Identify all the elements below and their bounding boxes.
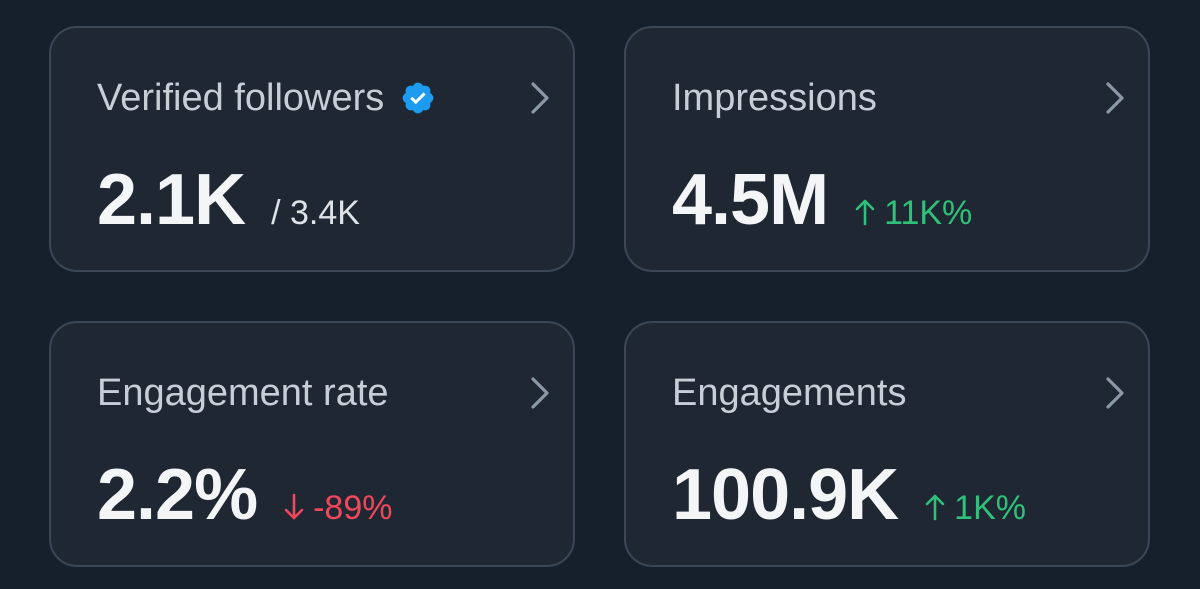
metric-value-row: 4.5M 11K% [672, 158, 972, 242]
change-value: 11K% [884, 194, 973, 232]
verified-badge-icon [400, 80, 436, 116]
change-indicator: 11K% [854, 194, 972, 233]
metric-value: 2.2% [97, 455, 258, 535]
card-title-row: Impressions [672, 76, 877, 120]
card-title: Impressions [672, 77, 877, 119]
change-value: -89% [313, 489, 393, 527]
arrow-down-icon [284, 493, 304, 520]
chevron-right-icon[interactable] [529, 80, 551, 116]
metric-total: / 3.4K [271, 194, 360, 232]
metric-value: 4.5M [672, 160, 829, 240]
impressions-card[interactable]: Impressions 4.5M 11K% [624, 26, 1150, 272]
card-title-row: Engagement rate [97, 371, 389, 415]
card-title: Engagements [672, 372, 907, 414]
chevron-right-icon[interactable] [529, 375, 551, 411]
verified-followers-card[interactable]: Verified followers 2.1K / 3.4K [49, 26, 575, 272]
change-value: 1K% [954, 489, 1026, 527]
metric-value-row: 2.1K / 3.4K [97, 158, 360, 242]
card-title-row: Verified followers [97, 76, 436, 120]
engagements-card[interactable]: Engagements 100.9K 1K% [624, 321, 1150, 567]
chevron-right-icon[interactable] [1104, 80, 1126, 116]
arrow-up-icon [855, 199, 875, 226]
change-indicator: -89% [283, 489, 392, 528]
arrow-up-icon [925, 494, 945, 521]
metric-value-row: 100.9K 1K% [672, 453, 1026, 537]
metric-value-row: 2.2% -89% [97, 453, 392, 537]
card-title-row: Engagements [672, 371, 907, 415]
metric-value: 100.9K [672, 455, 899, 535]
card-title: Engagement rate [97, 372, 389, 414]
metric-value: 2.1K [97, 160, 246, 240]
change-indicator: 1K% [924, 489, 1026, 528]
card-title: Verified followers [97, 77, 385, 119]
engagement-rate-card[interactable]: Engagement rate 2.2% -89% [49, 321, 575, 567]
chevron-right-icon[interactable] [1104, 375, 1126, 411]
